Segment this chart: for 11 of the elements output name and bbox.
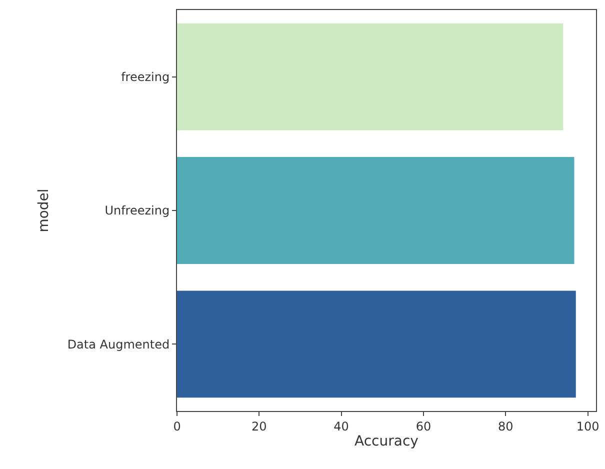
y-tick-label: Unfreezing: [104, 204, 170, 218]
x-axis-title: Accuracy: [354, 433, 418, 450]
x-tick-label: 100: [576, 419, 600, 434]
y-tick-label: freezing: [121, 70, 170, 84]
y-tick-label: Data Augmented: [67, 337, 170, 352]
x-tick-label: 40: [334, 419, 349, 434]
x-tick-label: 0: [173, 419, 181, 434]
x-tick-label: 80: [498, 419, 514, 434]
x-tick-label: 60: [416, 419, 432, 434]
y-axis-title: model: [36, 188, 52, 232]
x-tick-label: 20: [252, 419, 267, 434]
